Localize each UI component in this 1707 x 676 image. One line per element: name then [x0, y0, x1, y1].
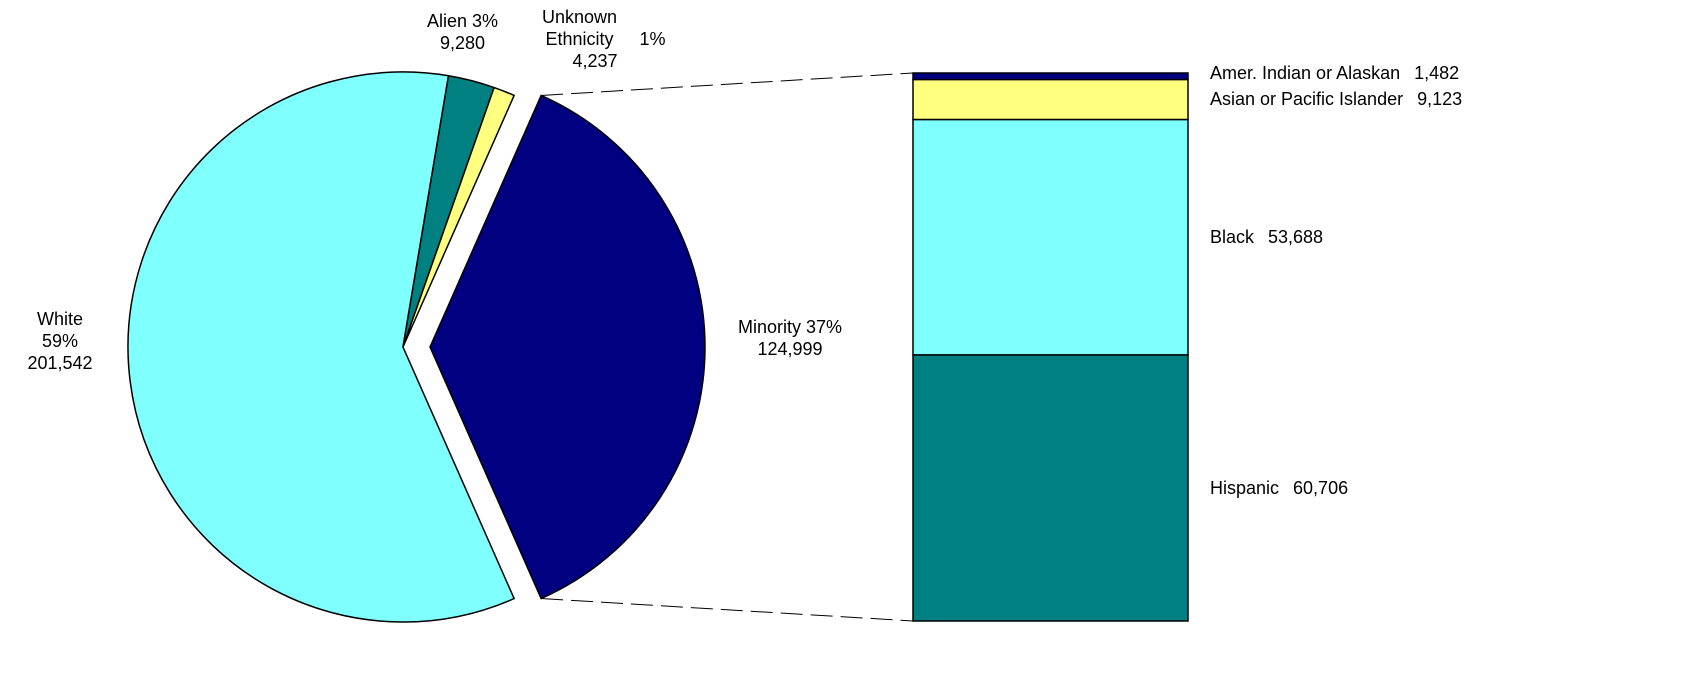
segment-value: 1,482	[1414, 63, 1460, 83]
slice-percent: 37%	[806, 317, 843, 337]
pie-label: Minority 37% 124,999	[715, 316, 865, 360]
bar-segment	[912, 78, 1189, 121]
segment-name: Hispanic	[1210, 477, 1280, 498]
slice-name: Unknown Ethnicity	[541, 7, 617, 49]
bar-label: Amer. Indian or Alaskan 1,482	[1210, 62, 1459, 84]
bar-label: Asian or Pacific Islander 9,123	[1210, 88, 1462, 110]
segment-name: Asian or Pacific Islander	[1210, 89, 1404, 110]
segment-name: Black	[1210, 227, 1255, 248]
segment-value: 60,706	[1293, 477, 1349, 498]
slice-percent: 1%	[639, 29, 666, 49]
pie-label: Alien 3% 9,280	[395, 10, 530, 54]
slice-value: 124,999	[757, 339, 823, 359]
slice-percent: 3%	[472, 11, 499, 31]
slice-name: Minority	[737, 317, 801, 337]
slice-value: 4,237	[572, 51, 618, 71]
segment-value: 53,688	[1268, 227, 1324, 248]
slice-name: Alien	[426, 11, 467, 31]
slice-value: 9,280	[439, 33, 486, 53]
pie-label: Unknown Ethnicity 1% 4,237	[510, 6, 680, 72]
bar-segment	[912, 354, 1189, 622]
slice-percent: 59%	[41, 331, 79, 351]
slice-value: 201,542	[27, 353, 93, 373]
segment-value: 9,123	[1417, 89, 1463, 110]
pie-label: White 59% 201,542	[0, 308, 120, 374]
pie-slice	[429, 94, 706, 600]
bar-segment	[912, 118, 1189, 356]
pie-slice	[402, 86, 516, 348]
slice-name: White	[36, 309, 83, 329]
bar-label: Hispanic 60,706	[1210, 477, 1348, 499]
connector-line	[541, 598, 914, 622]
bar-segment	[912, 72, 1189, 81]
pie-slice	[127, 71, 516, 623]
connector-line	[541, 72, 914, 96]
bar-label: Black 53,688	[1210, 226, 1323, 248]
segment-name: Amer. Indian or Alaskan	[1210, 63, 1401, 83]
